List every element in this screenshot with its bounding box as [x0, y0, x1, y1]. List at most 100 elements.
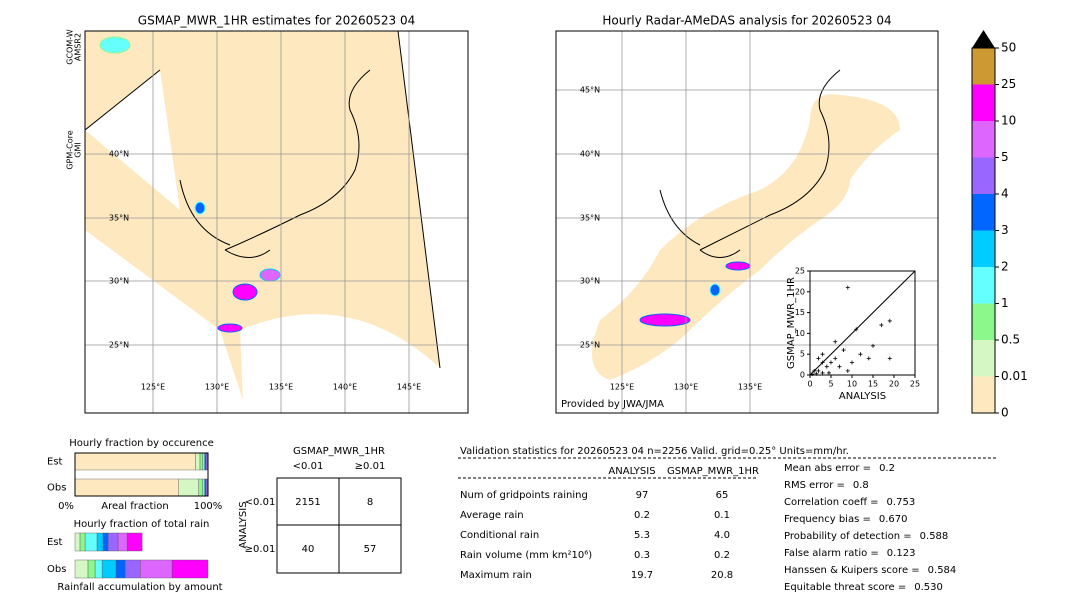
score-label: Equitable threat score = — [784, 582, 906, 593]
lon-label: 145°E — [397, 383, 421, 392]
score-label: Frequency bias = — [784, 514, 871, 525]
fraction-segment — [74, 478, 179, 497]
score-value: 0.588 — [920, 531, 949, 542]
scatter-point — [850, 360, 854, 365]
scatter-point — [887, 318, 892, 323]
scatter-point — [810, 372, 815, 377]
scatter-point — [879, 323, 884, 328]
x-tick-label: 15 — [868, 380, 878, 389]
score-label: False alarm ratio = — [784, 548, 879, 559]
scatter-point — [820, 360, 825, 365]
stat-value: 0.1 — [714, 510, 730, 521]
score-value: 0.530 — [914, 582, 943, 593]
map-title: GSMAP_MWR_1HR estimates for 20260523 04 — [138, 14, 415, 28]
colorbar-label: 4 — [1001, 187, 1009, 201]
colorbar-label: 10 — [1001, 114, 1016, 128]
row-label: <0.01 — [245, 497, 276, 508]
map-frame — [84, 30, 469, 414]
scatter-point — [871, 343, 875, 348]
scatter-point — [829, 360, 833, 365]
lon-label: 135°E — [738, 383, 762, 392]
score-label: Hanssen & Kuipers score = — [784, 565, 920, 576]
axis-label: 100% — [194, 501, 223, 512]
fraction-segment — [202, 478, 205, 497]
fraction-segment — [117, 532, 128, 552]
lon-label: 125°E — [141, 383, 165, 392]
colorbar-segment — [972, 48, 995, 85]
fraction-segment — [126, 532, 143, 552]
lat-label: 25°N — [580, 341, 600, 350]
score-value: 0.584 — [928, 565, 957, 576]
scatter-point — [816, 368, 821, 373]
cell-value: 40 — [302, 544, 315, 555]
fraction-segment — [171, 559, 209, 579]
lat-label: 30°N — [109, 277, 129, 286]
colorbar-label: 5 — [1001, 150, 1009, 164]
scatter-point — [820, 352, 825, 357]
y-tick-label: 5 — [800, 350, 805, 359]
one-to-one — [809, 270, 916, 376]
score-label: Probability of detection = — [784, 531, 912, 542]
lat-label: 35°N — [109, 214, 129, 223]
row-label: Obs — [47, 564, 66, 575]
rain-area — [639, 313, 691, 327]
scatter-point — [812, 368, 817, 373]
y-tick-label: 25 — [795, 267, 805, 276]
fraction-segment — [96, 532, 104, 552]
score-value: 0.670 — [879, 514, 908, 525]
map-title: Hourly Radar-AMeDAS analysis for 2026052… — [602, 14, 891, 28]
lat-label: 30°N — [580, 277, 600, 286]
stat-value: 0.2 — [634, 510, 650, 521]
fraction-segment — [124, 559, 141, 579]
scatter-point — [845, 368, 850, 373]
y-tick-label: 15 — [795, 308, 805, 317]
fraction-segment — [178, 478, 199, 497]
x-tick-label: 10 — [847, 380, 857, 389]
y-tick-label: 0 — [800, 371, 805, 380]
axis-label: 0% — [58, 501, 74, 512]
fraction-segment — [107, 532, 119, 552]
fraction-segment — [94, 559, 103, 579]
swath — [85, 31, 440, 400]
scatter-point — [833, 356, 838, 361]
lon-label: 130°E — [674, 383, 698, 392]
fraction-segment — [84, 532, 98, 552]
lon-label: 135°E — [269, 383, 293, 392]
fraction-segment — [202, 452, 205, 471]
row-label: ≥0.01 — [245, 544, 276, 555]
scatter-point — [887, 356, 892, 361]
cell-value: 2151 — [295, 497, 320, 508]
stat-label: Average rain — [460, 510, 524, 521]
x-tick-label: 0 — [807, 380, 812, 389]
colorbar-extend — [972, 30, 995, 48]
fraction-segment — [74, 532, 81, 552]
colorbar-segment — [972, 376, 995, 413]
scatter-frame — [809, 270, 916, 376]
colorbar-segment — [972, 84, 995, 121]
row-label: Est — [47, 537, 63, 548]
credit: Provided by JWA/JMA — [561, 399, 664, 410]
colorbar-segment — [972, 230, 995, 267]
stat-label: Maximum rain — [460, 570, 532, 581]
rain-area — [217, 323, 243, 333]
stat-value: 5.3 — [634, 530, 650, 541]
x-tick-label: 20 — [889, 380, 899, 389]
fraction-segment — [195, 452, 201, 471]
sensor-label: GMI — [74, 142, 83, 157]
rain-area — [259, 268, 281, 282]
column-label: <0.01 — [293, 461, 324, 472]
sensor-label: AMSR2 — [74, 33, 83, 61]
x-axis-label: ANALYSIS — [839, 391, 886, 402]
x-tick-label: 5 — [828, 380, 833, 389]
fraction-segment — [101, 559, 117, 579]
column-header: ANALYSIS — [608, 466, 655, 477]
row-label: Obs — [47, 483, 66, 494]
analysis-area — [592, 94, 900, 381]
score-value: 0.2 — [879, 463, 895, 474]
scatter-point — [824, 364, 829, 369]
y-axis-label: GSMAP_MWR_1HR — [786, 277, 797, 369]
colorbar-label: 0.01 — [1001, 369, 1028, 383]
fraction-title: Hourly fraction by occurence — [69, 438, 213, 449]
stat-value: 97 — [636, 490, 649, 501]
fraction-title: Hourly fraction of total rain — [74, 519, 210, 530]
